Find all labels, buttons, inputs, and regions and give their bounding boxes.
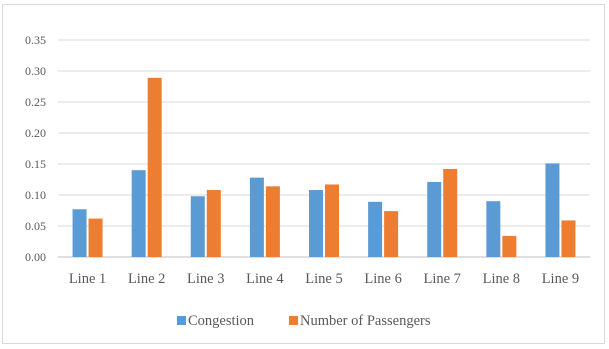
legend-swatch-congestion: [177, 316, 186, 325]
bar-congestion-8: [486, 201, 501, 257]
x-category-label: Line 7: [423, 271, 460, 287]
x-category-label: Line 5: [305, 271, 342, 287]
gridlines: [58, 39, 590, 258]
legend-swatch-number-of-passengers: [289, 316, 298, 325]
chart-frame: [2, 4, 605, 344]
legend-label-number-of-passengers: Number of Passengers: [300, 313, 431, 329]
x-category-label: Line 8: [483, 271, 520, 287]
bar-congestion-9: [545, 163, 560, 257]
bar-congestion-2: [131, 170, 146, 257]
y-axis-tick-labels: 0.00 0.05 0.10 0.15 0.20 0.25 0.30 0.35: [25, 33, 46, 264]
x-category-label: Line 2: [128, 271, 165, 287]
y-tick-label: 0.10: [25, 188, 46, 202]
bar-number-of-passengers-1: [88, 218, 103, 257]
x-category-label: Line 9: [542, 271, 579, 287]
bar-number-of-passengers-7: [443, 168, 458, 257]
y-tick-label: 0.05: [25, 219, 46, 233]
bar-number-of-passengers-5: [325, 184, 339, 257]
bar-congestion-7: [427, 181, 442, 257]
bar-number-of-passengers-3: [206, 190, 221, 257]
x-axis-category-labels: Line 1 Line 2 Line 3 Line 4 Line 5 Line 6 Line…: [69, 271, 579, 287]
y-tick-label: 0.15: [25, 157, 46, 171]
x-category-label: Line 3: [187, 271, 224, 287]
bars: [72, 77, 576, 257]
legend: Congestion Number of Passengers: [177, 313, 431, 329]
bar-number-of-passengers-2: [147, 77, 162, 257]
bar-congestion-1: [72, 209, 87, 257]
x-category-label: Line 4: [246, 271, 284, 287]
bar-number-of-passengers-4: [265, 186, 280, 257]
x-category-label: Line 1: [69, 271, 106, 287]
y-tick-label: 0.35: [25, 33, 46, 47]
y-tick-label: 0.00: [25, 250, 46, 264]
y-tick-label: 0.30: [25, 64, 46, 78]
bar-congestion-6: [368, 201, 383, 257]
bar-congestion-4: [249, 177, 264, 257]
x-category-label: Line 6: [364, 271, 401, 287]
bar-number-of-passengers-9: [561, 220, 576, 257]
y-tick-label: 0.20: [25, 126, 46, 140]
legend-label-congestion: Congestion: [188, 313, 255, 329]
bar-number-of-passengers-6: [384, 211, 399, 257]
bar-congestion-5: [309, 190, 323, 257]
y-tick-label: 0.25: [25, 95, 46, 109]
bar-number-of-passengers-8: [502, 235, 517, 257]
bar-congestion-3: [190, 196, 205, 257]
